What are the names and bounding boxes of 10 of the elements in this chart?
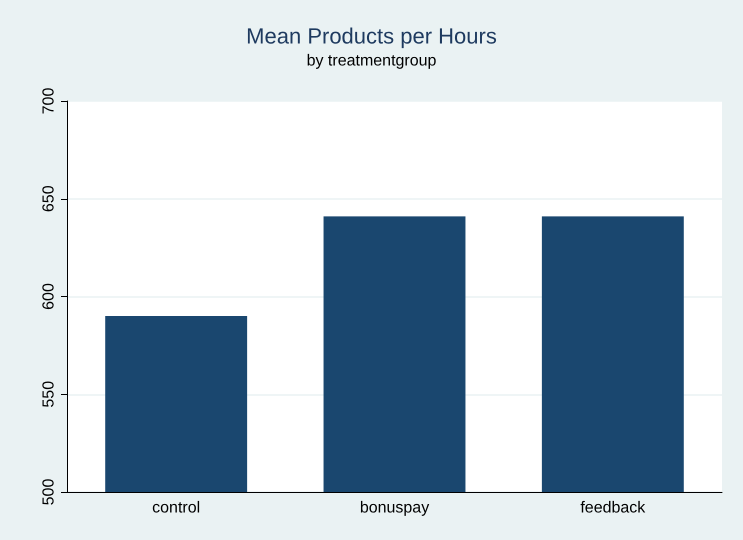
y-tick-label: 650 [40, 185, 58, 212]
chart-title: Mean Products per Hours [246, 24, 497, 48]
x-tick-label: bonuspay [360, 500, 430, 516]
x-tick-label: feedback [580, 500, 646, 516]
x-tick-label: control [152, 500, 200, 516]
chart-subtitle: by treatmentgroup [306, 52, 437, 70]
y-tick-label: 550 [40, 380, 58, 408]
y-tick-label: 600 [40, 283, 58, 310]
y-tick-label: 500 [40, 478, 58, 506]
y-tick-label: 700 [40, 88, 58, 114]
